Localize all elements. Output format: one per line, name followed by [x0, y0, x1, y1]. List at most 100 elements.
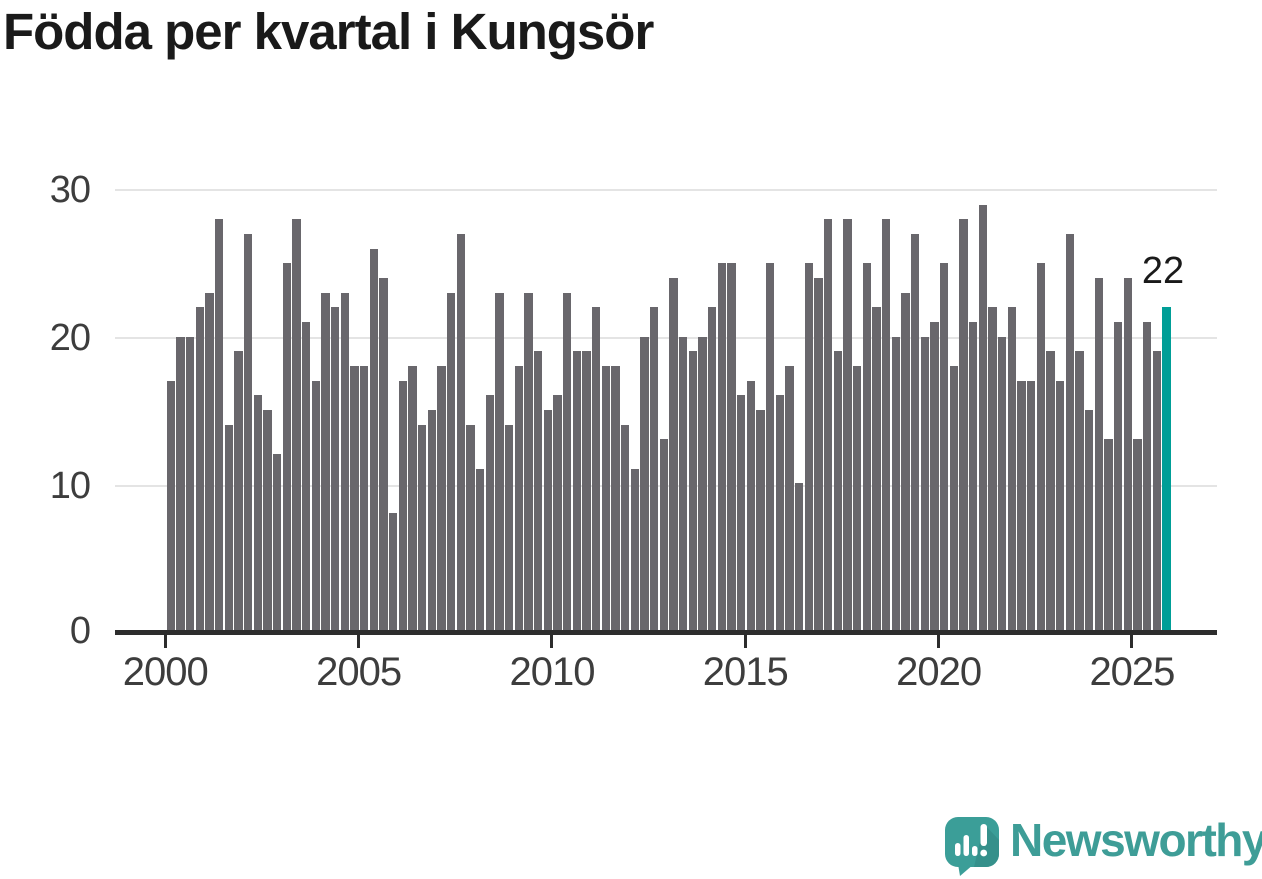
bar [485, 395, 494, 630]
bar [1133, 439, 1142, 630]
bar [398, 380, 407, 630]
bar [243, 233, 253, 630]
bar [340, 292, 349, 630]
bar [717, 263, 726, 630]
bar [234, 351, 243, 630]
bar [427, 409, 436, 630]
bar [794, 483, 804, 630]
x-axis-label: 2005 [316, 650, 402, 694]
bar [388, 512, 398, 630]
bar [707, 307, 717, 630]
bar [417, 424, 427, 630]
bar [1094, 277, 1103, 630]
bar [978, 204, 987, 630]
gridline [115, 189, 1217, 191]
bar [1142, 321, 1152, 630]
bar [630, 468, 639, 630]
bar [640, 336, 649, 630]
bar [437, 365, 446, 630]
bar [814, 277, 823, 630]
bar [456, 233, 465, 630]
bar [727, 263, 736, 630]
x-axis-tick [550, 635, 554, 648]
bar [611, 365, 620, 630]
bar [833, 351, 842, 630]
bar [514, 365, 523, 630]
y-axis-label: 30 [49, 169, 91, 211]
bar [1113, 321, 1123, 630]
gridline [115, 337, 1217, 339]
bar [330, 307, 340, 630]
bar [891, 336, 900, 630]
x-axis-tick [937, 635, 941, 648]
bar [939, 263, 949, 630]
bar [1065, 233, 1074, 630]
bar [765, 263, 775, 630]
x-axis-line [115, 630, 1217, 635]
bar [176, 336, 185, 630]
bar [872, 307, 881, 630]
x-axis-label: 2015 [702, 650, 789, 694]
chart-title: Födda per kvartal i Kungsör [3, 3, 654, 60]
bar [446, 292, 456, 630]
bar [601, 365, 610, 630]
bar [408, 365, 417, 630]
bar [959, 219, 968, 630]
bar [688, 351, 697, 630]
bar [678, 336, 688, 630]
bar [852, 365, 862, 630]
y-axis-label: 20 [49, 317, 91, 359]
bar [910, 233, 920, 630]
bar [572, 351, 581, 630]
bar [1036, 263, 1045, 630]
bar [746, 380, 755, 630]
bar [823, 219, 833, 630]
bar [272, 453, 282, 630]
y-axis-label: 0 [69, 610, 91, 652]
bar [736, 395, 746, 630]
bar [524, 292, 533, 630]
bar [543, 409, 552, 630]
bar [562, 292, 572, 630]
bar [620, 424, 630, 630]
newsworthy-chart-bubble-icon [945, 817, 999, 876]
bar [920, 336, 929, 630]
bar [997, 336, 1007, 630]
bar [379, 277, 388, 630]
bar [321, 292, 330, 630]
last-value-label: 22 [1141, 250, 1185, 292]
bar [881, 219, 891, 630]
bar [1055, 380, 1065, 630]
bar [968, 321, 978, 630]
y-axis-label: 10 [49, 465, 91, 507]
bar [195, 307, 204, 630]
bar [166, 380, 175, 630]
bar [466, 424, 475, 630]
bar [582, 351, 591, 630]
highlighted-bar [1162, 307, 1171, 630]
bar [475, 468, 485, 630]
bar [949, 365, 958, 630]
x-axis-label: 2020 [896, 650, 982, 694]
bar [901, 292, 910, 630]
bar [988, 307, 997, 630]
x-axis-tick [163, 635, 167, 648]
x-axis-tick [1130, 635, 1134, 648]
bar [533, 351, 543, 630]
bar [224, 424, 233, 630]
bar [311, 380, 320, 630]
bar [1017, 380, 1026, 630]
bar [350, 365, 359, 630]
x-axis-label: 2025 [1089, 650, 1175, 694]
bar [591, 307, 601, 630]
bar [1075, 351, 1084, 630]
bar [359, 365, 369, 630]
bar [1104, 439, 1113, 630]
x-axis-label: 2010 [509, 650, 595, 694]
bar [698, 336, 707, 630]
bar [205, 292, 214, 630]
bar [292, 219, 301, 630]
bar [1007, 307, 1016, 630]
bar [301, 321, 311, 630]
